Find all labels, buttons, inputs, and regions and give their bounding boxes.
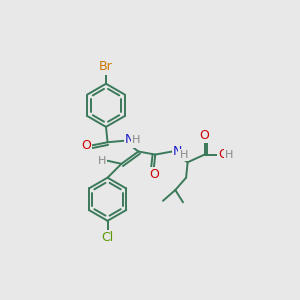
Text: Br: Br bbox=[99, 60, 113, 73]
Text: O: O bbox=[200, 129, 209, 142]
Text: N: N bbox=[125, 134, 135, 146]
Text: Cl: Cl bbox=[101, 231, 114, 244]
Text: H: H bbox=[98, 156, 106, 166]
Text: O: O bbox=[218, 148, 228, 161]
Text: O: O bbox=[149, 168, 159, 181]
Text: O: O bbox=[81, 139, 91, 152]
Text: H: H bbox=[132, 135, 140, 145]
Text: H: H bbox=[180, 150, 188, 160]
Text: N: N bbox=[173, 145, 182, 158]
Text: H: H bbox=[225, 150, 233, 160]
